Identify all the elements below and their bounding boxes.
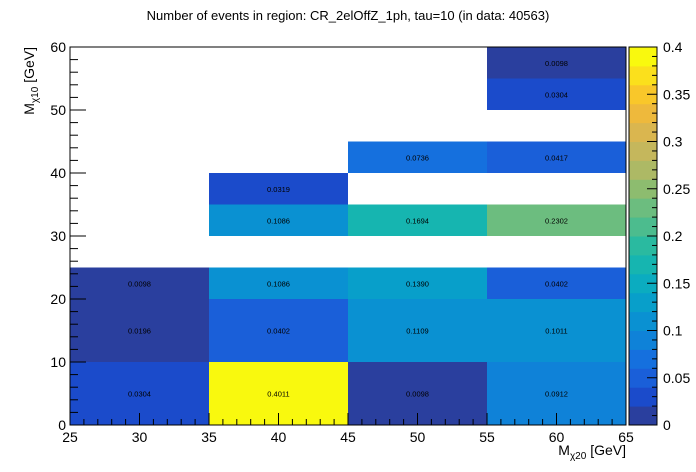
heatmap-cell [487, 299, 626, 362]
y-tick-label: 60 [50, 39, 66, 55]
color-scale-segment [629, 254, 657, 275]
color-scale-segment [629, 406, 657, 426]
color-scale-segment [629, 141, 657, 161]
color-scale-segment [629, 198, 657, 218]
heatmap-cell [209, 173, 348, 205]
x-axis-label: Mχ20 [GeV] [558, 442, 626, 462]
color-scale-segment [629, 368, 657, 388]
cell-value-label: 0.1390 [406, 279, 429, 288]
heatmap-cell [348, 299, 487, 362]
cell-value-label: 0.1086 [267, 216, 290, 225]
heatmap-cell [487, 204, 626, 236]
y-axis-label: Mχ10 [GeV] [21, 47, 41, 115]
cell-value-label: 0.0402 [545, 279, 568, 288]
color-scale-tick-label: 0.05 [663, 370, 690, 386]
color-scale-segment [629, 84, 657, 105]
color-scale-segment [629, 349, 657, 369]
color-scale-segment [629, 160, 657, 180]
color-scale-tick-label: 0.25 [663, 181, 690, 197]
color-scale-tick-label: 0.3 [663, 134, 683, 150]
color-scale-segment [629, 65, 657, 86]
cell-value-label: 0.0736 [406, 153, 429, 162]
color-scale-segment [629, 292, 657, 313]
x-tick-label: 55 [479, 429, 495, 445]
heatmap-cell [209, 267, 348, 299]
y-tick-label: 30 [50, 228, 66, 244]
color-scale-segment [629, 330, 657, 350]
color-scale-segment [629, 179, 657, 199]
y-tick-label: 10 [50, 354, 66, 370]
heatmap-cells [70, 47, 626, 425]
x-tick-label: 45 [340, 429, 356, 445]
x-tick-label: 40 [271, 429, 287, 445]
cell-value-label: 0.0098 [545, 59, 568, 68]
y-tick-label: 50 [50, 102, 66, 118]
color-scale-segment [629, 47, 657, 67]
cell-value-label: 0.2302 [545, 216, 568, 225]
heatmap-cell [348, 141, 487, 173]
color-scale-bar: 0 0.05 0.1 0.15 0.2 0.25 0.3 0.35 0.4 [628, 39, 690, 433]
color-scale-segment [629, 273, 657, 294]
heatmap-cell [209, 299, 348, 362]
cell-value-label: 0.1011 [545, 327, 567, 336]
color-scale-tick-label: 0.4 [663, 39, 683, 55]
heatmap-cell [348, 267, 487, 299]
color-scale-tick-label: 0 [663, 417, 671, 433]
heatmap-cell [70, 267, 209, 299]
y-tick-label: 40 [50, 165, 66, 181]
cell-value-label: 0.0402 [267, 327, 290, 336]
heatmap-cell [487, 141, 626, 173]
heatmap-cell [487, 47, 626, 79]
color-scale-segment [629, 236, 657, 256]
cell-value-label: 0.0196 [128, 327, 151, 336]
x-tick-label: 60 [549, 429, 565, 445]
heatmap-cell [487, 267, 626, 299]
color-scale-segment [629, 103, 657, 124]
heatmap-cell [209, 204, 348, 236]
axes: 25 30 35 40 45 50 55 60 65 0 10 20 30 40 50 60 [50, 39, 634, 445]
color-scale-segment [629, 311, 657, 331]
color-scale-tick-label: 0.15 [663, 275, 690, 291]
color-scale-segment [629, 217, 657, 237]
heatmap-cell [487, 78, 626, 110]
cell-value-label: 0.0319 [267, 185, 290, 194]
color-scale-tick-label: 0.2 [663, 228, 683, 244]
cell-value-label: 0.1109 [406, 327, 428, 336]
x-tick-label: 25 [62, 429, 78, 445]
heatmap-cell [70, 299, 209, 362]
cell-value-label: 0.0098 [406, 390, 429, 399]
cell-value-label: 0.0304 [128, 390, 151, 399]
cell-labels: 0.0304 0.4011 0.0098 0.0912 0.0196 0.0402 0.11… [128, 59, 568, 399]
cell-value-label: 0.0304 [545, 90, 568, 99]
heatmap-cell [348, 204, 487, 236]
cell-value-label: 0.0912 [545, 390, 568, 399]
cell-value-label: 0.0417 [545, 153, 568, 162]
chart-title: Number of events in region: CR_2elOffZ_1… [147, 8, 550, 23]
cell-value-label: 0.1694 [406, 216, 429, 225]
x-tick-label: 50 [410, 429, 426, 445]
x-tick-label: 35 [201, 429, 217, 445]
color-scale-tick-label: 0.1 [663, 323, 683, 339]
color-scale-segment [629, 387, 657, 407]
cell-value-label: 0.4011 [267, 390, 289, 399]
y-tick-label: 0 [58, 417, 66, 433]
x-tick-label: 65 [618, 429, 634, 445]
x-tick-label: 30 [132, 429, 148, 445]
cell-value-label: 0.1086 [267, 279, 290, 288]
cell-value-label: 0.0098 [128, 279, 151, 288]
y-tick-label: 20 [50, 291, 66, 307]
color-scale-segment [629, 122, 657, 142]
color-scale-tick-label: 0.35 [663, 86, 690, 102]
